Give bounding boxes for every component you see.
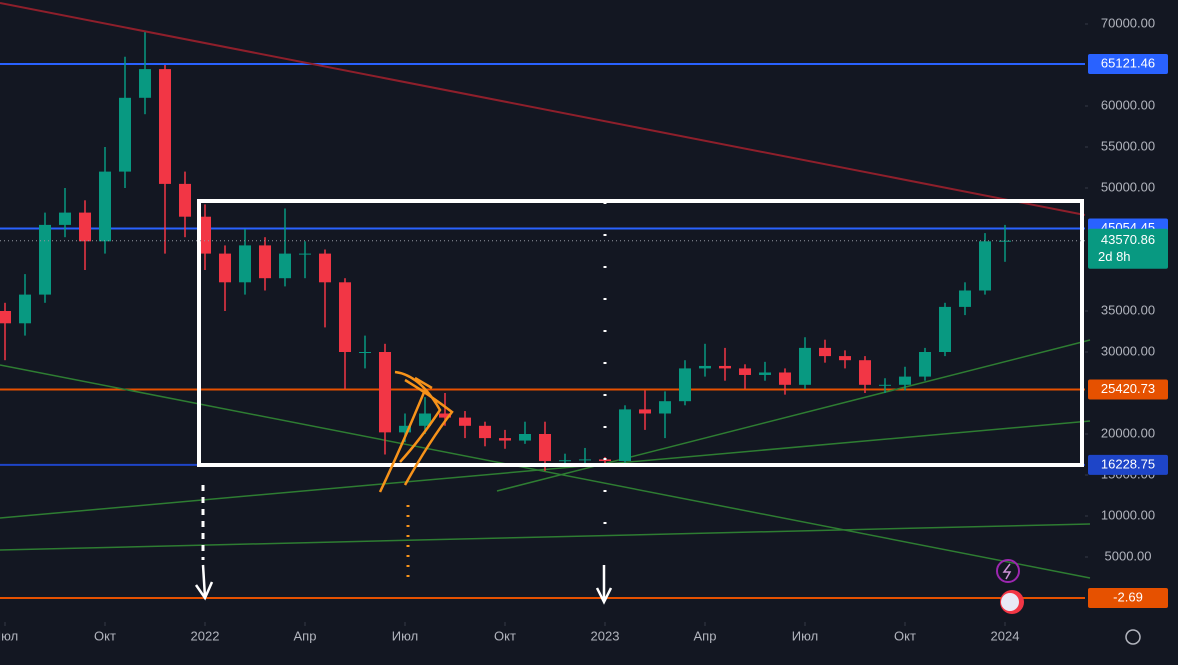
trend-lines bbox=[0, 2, 1091, 579]
x-tick-label: Июл bbox=[792, 628, 818, 643]
candle-body bbox=[639, 409, 651, 414]
candle-body bbox=[979, 241, 991, 291]
candle-body bbox=[479, 425, 491, 439]
arrow bbox=[194, 564, 214, 601]
candle-body bbox=[699, 365, 711, 369]
candle-body bbox=[579, 459, 591, 461]
candle-body bbox=[139, 69, 151, 98]
candle-body bbox=[939, 306, 951, 353]
y-tick-label: 55000.00 bbox=[1101, 138, 1155, 153]
x-tick-label: Апр bbox=[694, 628, 717, 643]
x-tick-label: Окт bbox=[494, 628, 516, 643]
candle-body bbox=[279, 253, 291, 279]
candle-body bbox=[79, 212, 91, 242]
price-label-box bbox=[1088, 588, 1168, 609]
candle-body bbox=[659, 401, 671, 414]
y-tick-label: 50000.00 bbox=[1101, 179, 1155, 194]
flag-icon bbox=[1001, 593, 1019, 611]
y-tick-label: 10000.00 bbox=[1101, 507, 1155, 522]
x-tick-label: 2023 bbox=[591, 628, 620, 643]
trend-line bbox=[0, 364, 1091, 579]
candle-body bbox=[739, 368, 751, 375]
x-tick-label: Окт bbox=[94, 628, 116, 643]
event-icon[interactable] bbox=[996, 559, 1020, 583]
y-tick-label: 35000.00 bbox=[1101, 302, 1155, 317]
scribble bbox=[378, 370, 454, 493]
settings-button[interactable] bbox=[1125, 629, 1141, 645]
price-label-box bbox=[1088, 379, 1168, 400]
candle-body bbox=[559, 460, 571, 462]
price-label-box bbox=[1088, 454, 1168, 475]
arrow bbox=[595, 565, 613, 605]
countdown: 2d 8h bbox=[1098, 249, 1131, 264]
candle-body bbox=[779, 372, 791, 385]
candle-body bbox=[159, 69, 171, 184]
candle-body bbox=[39, 224, 51, 295]
price-label-box bbox=[1088, 54, 1168, 75]
price-label: 25420.73 bbox=[1101, 381, 1155, 396]
price-label: 65121.46 bbox=[1101, 55, 1155, 70]
candle-body bbox=[459, 417, 471, 426]
y-tick-label: 20000.00 bbox=[1101, 425, 1155, 440]
candle-body bbox=[219, 253, 231, 283]
candle-body bbox=[899, 376, 911, 385]
y-tick-label: 70000.00 bbox=[1101, 15, 1155, 30]
candle-body bbox=[199, 216, 211, 254]
candle-body bbox=[359, 352, 371, 354]
candle-body bbox=[439, 413, 451, 418]
y-tick-label: 30000.00 bbox=[1101, 343, 1155, 358]
candle-body bbox=[879, 384, 891, 386]
candle-body bbox=[759, 372, 771, 375]
candle-body bbox=[319, 253, 331, 283]
candle-body bbox=[379, 352, 391, 433]
candle-body bbox=[799, 347, 811, 385]
candle-body bbox=[339, 282, 351, 353]
x-tick-label: Июл bbox=[0, 628, 18, 643]
drawings bbox=[194, 199, 1141, 645]
candle-body bbox=[819, 347, 831, 357]
x-tick-label: Окт bbox=[894, 628, 916, 643]
price-label: 16228.75 bbox=[1101, 456, 1155, 471]
trend-line bbox=[0, 2, 1086, 216]
candle-body bbox=[959, 290, 971, 307]
x-tick-label: 2024 bbox=[991, 628, 1020, 643]
candle-body bbox=[499, 438, 511, 441]
candle-body bbox=[839, 356, 851, 361]
candle-body bbox=[259, 245, 271, 279]
x-tick-label: 2022 bbox=[191, 628, 220, 643]
lightning bbox=[1002, 563, 1012, 580]
candle-body bbox=[719, 365, 731, 369]
candle-body bbox=[399, 425, 411, 433]
candle-body bbox=[0, 311, 11, 324]
candle-body bbox=[299, 253, 311, 255]
candle-body bbox=[619, 409, 631, 462]
trend-line bbox=[0, 523, 1091, 551]
x-tick-label: Апр bbox=[294, 628, 317, 643]
candle-body bbox=[239, 245, 251, 283]
candle-body bbox=[539, 434, 551, 462]
range-box bbox=[197, 199, 1084, 467]
candle-body bbox=[919, 352, 931, 377]
y-tick-label: 5000.00 bbox=[1105, 548, 1152, 563]
candle-body bbox=[59, 212, 71, 225]
price-label: -2.69 bbox=[1113, 589, 1143, 604]
candle-body bbox=[19, 294, 31, 324]
last-price-box bbox=[1088, 228, 1168, 269]
candle-body bbox=[179, 183, 191, 217]
y-tick-label: 60000.00 bbox=[1101, 97, 1155, 112]
candle-body bbox=[859, 360, 871, 385]
x-tick-label: Июл bbox=[392, 628, 418, 643]
last-price-label: 43570.86 bbox=[1101, 232, 1155, 247]
candle-body bbox=[419, 413, 431, 426]
candle-body bbox=[679, 368, 691, 402]
plot bbox=[0, 32, 1011, 471]
candle-body bbox=[99, 171, 111, 242]
candle-body bbox=[119, 97, 131, 172]
candle-body bbox=[599, 459, 611, 462]
candle-body bbox=[519, 434, 531, 441]
